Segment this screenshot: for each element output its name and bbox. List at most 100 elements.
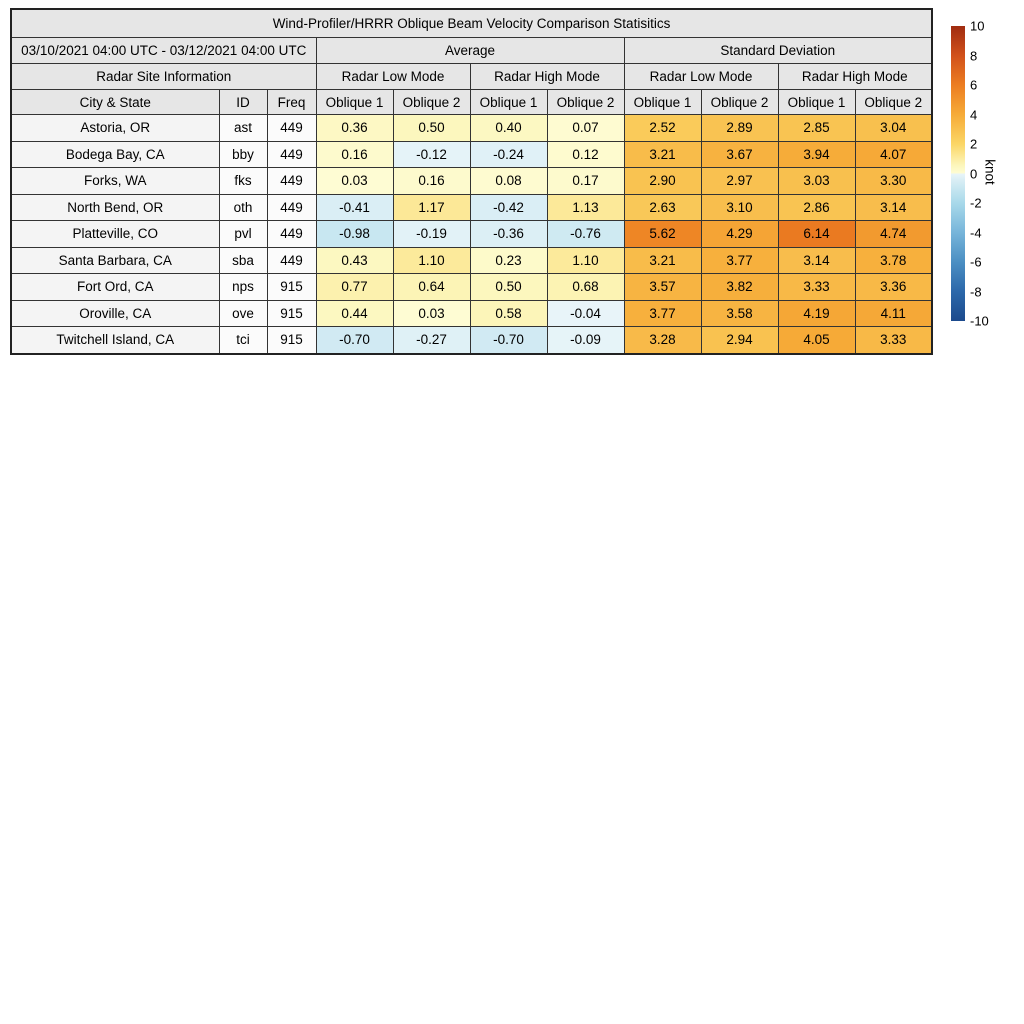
id-cell: ast bbox=[218, 114, 268, 142]
col-oblique2-header: Oblique 2 bbox=[546, 89, 625, 115]
value-cell: -0.36 bbox=[469, 220, 548, 248]
value-cell: 4.05 bbox=[777, 326, 856, 354]
table-row: Platteville, CO pvl 449 -0.98 -0.19 -0.36 -0.7… bbox=[10, 220, 933, 248]
city-cell: Santa Barbara, CA bbox=[10, 246, 220, 274]
col-id-header: ID bbox=[218, 89, 268, 115]
id-cell: oth bbox=[218, 193, 268, 221]
value-cell: 0.08 bbox=[469, 167, 548, 195]
value-cell: 4.11 bbox=[854, 299, 933, 327]
freq-cell: 449 bbox=[266, 140, 317, 168]
value-cell: 2.94 bbox=[700, 326, 779, 354]
group-header-row: 03/10/2021 04:00 UTC - 03/12/2021 04:00 … bbox=[10, 37, 933, 64]
value-cell: 3.30 bbox=[854, 167, 933, 195]
table-row: Oroville, CA ove 915 0.44 0.03 0.58 -0.04 3.77 3… bbox=[10, 299, 933, 327]
value-cell: 0.07 bbox=[546, 114, 625, 142]
value-cell: 3.33 bbox=[854, 326, 933, 354]
value-cell: 3.03 bbox=[777, 167, 856, 195]
group-average-header: Average bbox=[315, 37, 625, 64]
value-cell: -0.70 bbox=[315, 326, 394, 354]
value-cell: 2.97 bbox=[700, 167, 779, 195]
value-cell: 3.77 bbox=[623, 299, 702, 327]
col-oblique2-header: Oblique 2 bbox=[392, 89, 471, 115]
value-cell: 3.33 bbox=[777, 273, 856, 301]
id-cell: sba bbox=[218, 246, 268, 274]
value-cell: 3.21 bbox=[623, 246, 702, 274]
colorbar-unit-label: knot bbox=[982, 159, 998, 185]
value-cell: 1.10 bbox=[546, 246, 625, 274]
value-cell: 3.36 bbox=[854, 273, 933, 301]
avg-low-mode-header: Radar Low Mode bbox=[315, 63, 471, 90]
title-row: Wind-Profiler/HRRR Oblique Beam Velocity… bbox=[10, 8, 933, 38]
colorbar-tick-label: -6 bbox=[970, 254, 982, 270]
value-cell: 6.14 bbox=[777, 220, 856, 248]
value-cell: 3.28 bbox=[623, 326, 702, 354]
value-cell: 3.78 bbox=[854, 246, 933, 274]
table-row: Santa Barbara, CA sba 449 0.43 1.10 0.23 1.10 3… bbox=[10, 246, 933, 274]
id-cell: tci bbox=[218, 326, 268, 354]
mode-header-row: Radar Site Information Radar Low Mode Ra… bbox=[10, 63, 933, 90]
value-cell: 3.21 bbox=[623, 140, 702, 168]
value-cell: 0.16 bbox=[315, 140, 394, 168]
id-cell: pvl bbox=[218, 220, 268, 248]
freq-cell: 449 bbox=[266, 114, 317, 142]
value-cell: 0.43 bbox=[315, 246, 394, 274]
value-cell: -0.42 bbox=[469, 193, 548, 221]
value-cell: 2.52 bbox=[623, 114, 702, 142]
value-cell: 2.85 bbox=[777, 114, 856, 142]
value-cell: 0.12 bbox=[546, 140, 625, 168]
col-freq-header: Freq bbox=[266, 89, 317, 115]
value-cell: 0.64 bbox=[392, 273, 471, 301]
value-cell: 0.58 bbox=[469, 299, 548, 327]
value-cell: 0.03 bbox=[392, 299, 471, 327]
value-cell: -0.76 bbox=[546, 220, 625, 248]
std-low-mode-header: Radar Low Mode bbox=[623, 63, 779, 90]
column-header-row: City & State ID Freq Oblique 1 Oblique 2… bbox=[10, 89, 933, 115]
value-cell: 0.03 bbox=[315, 167, 394, 195]
freq-cell: 915 bbox=[266, 326, 317, 354]
table-title: Wind-Profiler/HRRR Oblique Beam Velocity… bbox=[10, 8, 933, 38]
value-cell: -0.09 bbox=[546, 326, 625, 354]
value-cell: 0.44 bbox=[315, 299, 394, 327]
date-range: 03/10/2021 04:00 UTC - 03/12/2021 04:00 … bbox=[10, 37, 317, 64]
value-cell: -0.04 bbox=[546, 299, 625, 327]
city-cell: Bodega Bay, CA bbox=[10, 140, 220, 168]
value-cell: 3.77 bbox=[700, 246, 779, 274]
table-row: North Bend, OR oth 449 -0.41 1.17 -0.42 1.13 2.… bbox=[10, 193, 933, 221]
value-cell: 3.82 bbox=[700, 273, 779, 301]
city-cell: Oroville, CA bbox=[10, 299, 220, 327]
value-cell: 3.58 bbox=[700, 299, 779, 327]
value-cell: -0.27 bbox=[392, 326, 471, 354]
value-cell: -0.19 bbox=[392, 220, 471, 248]
value-cell: 1.13 bbox=[546, 193, 625, 221]
value-cell: 2.63 bbox=[623, 193, 702, 221]
value-cell: 0.36 bbox=[315, 114, 394, 142]
table-row: Bodega Bay, CA bby 449 0.16 -0.12 -0.24 0.12 3.… bbox=[10, 140, 933, 168]
colorbar-tick-label: -4 bbox=[970, 225, 982, 240]
col-oblique1-header: Oblique 1 bbox=[623, 89, 702, 115]
colorbar-tick-label: 6 bbox=[970, 77, 978, 93]
col-city-header: City & State bbox=[10, 89, 220, 115]
id-cell: fks bbox=[218, 167, 268, 195]
colorbar-tick-label: 8 bbox=[970, 48, 978, 63]
col-oblique2-header: Oblique 2 bbox=[854, 89, 933, 115]
value-cell: 5.62 bbox=[623, 220, 702, 248]
value-cell: -0.41 bbox=[315, 193, 394, 221]
freq-cell: 915 bbox=[266, 299, 317, 327]
value-cell: -0.24 bbox=[469, 140, 548, 168]
value-cell: 2.89 bbox=[700, 114, 779, 142]
table-row: Fort Ord, CA nps 915 0.77 0.64 0.50 0.68 3.57 3.… bbox=[10, 273, 933, 301]
value-cell: 2.86 bbox=[777, 193, 856, 221]
city-cell: Astoria, OR bbox=[10, 114, 220, 142]
value-cell: 3.04 bbox=[854, 114, 933, 142]
table-row: Astoria, OR ast 449 0.36 0.50 0.40 0.07 2.52 2.8… bbox=[10, 114, 933, 142]
value-cell: 0.50 bbox=[469, 273, 548, 301]
colorbar-tick-label: -2 bbox=[970, 195, 982, 211]
site-info-header: Radar Site Information bbox=[10, 63, 317, 90]
value-cell: 4.07 bbox=[854, 140, 933, 168]
colorbar-tick-label: -8 bbox=[970, 284, 982, 299]
value-cell: 0.23 bbox=[469, 246, 548, 274]
avg-high-mode-header: Radar High Mode bbox=[469, 63, 625, 90]
freq-cell: 449 bbox=[266, 193, 317, 221]
city-cell: Twitchell Island, CA bbox=[10, 326, 220, 354]
value-cell: 4.19 bbox=[777, 299, 856, 327]
